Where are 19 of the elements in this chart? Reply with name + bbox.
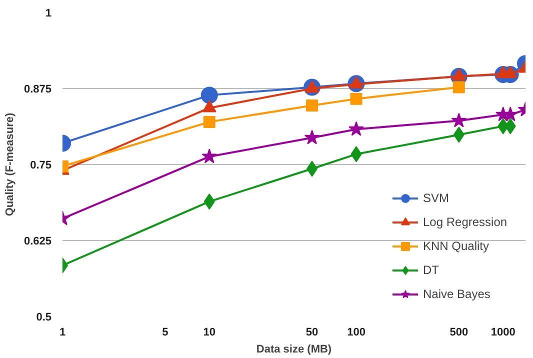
y-tick-label: 0.75 bbox=[30, 160, 52, 172]
y-axis-title: Quality (F-measure) bbox=[4, 112, 16, 216]
legend-label: Naive Bayes bbox=[423, 287, 490, 301]
y-tick-label: 0.875 bbox=[24, 84, 52, 96]
x-axis-title: Data size (MB) bbox=[256, 344, 332, 356]
legend-label: SVM bbox=[423, 191, 450, 205]
legend-label: DT bbox=[423, 263, 440, 277]
x-tick-label: 50 bbox=[306, 326, 318, 338]
legend-label: KNN Quality bbox=[423, 239, 490, 253]
y-tick-label: 1 bbox=[45, 8, 52, 20]
x-tick-label: 1 bbox=[59, 326, 66, 338]
x-tick-label: 100 bbox=[347, 326, 366, 338]
y-tick-label: 0.625 bbox=[24, 236, 52, 248]
x-tick-label: 10 bbox=[203, 326, 216, 338]
y-tick-label: 0.5 bbox=[36, 312, 52, 324]
legend-label: Log Regression bbox=[423, 215, 508, 229]
x-tick-label: 1000 bbox=[490, 326, 516, 338]
x-tick-label: 500 bbox=[450, 326, 468, 338]
x-tick-label: 5 bbox=[162, 326, 168, 338]
